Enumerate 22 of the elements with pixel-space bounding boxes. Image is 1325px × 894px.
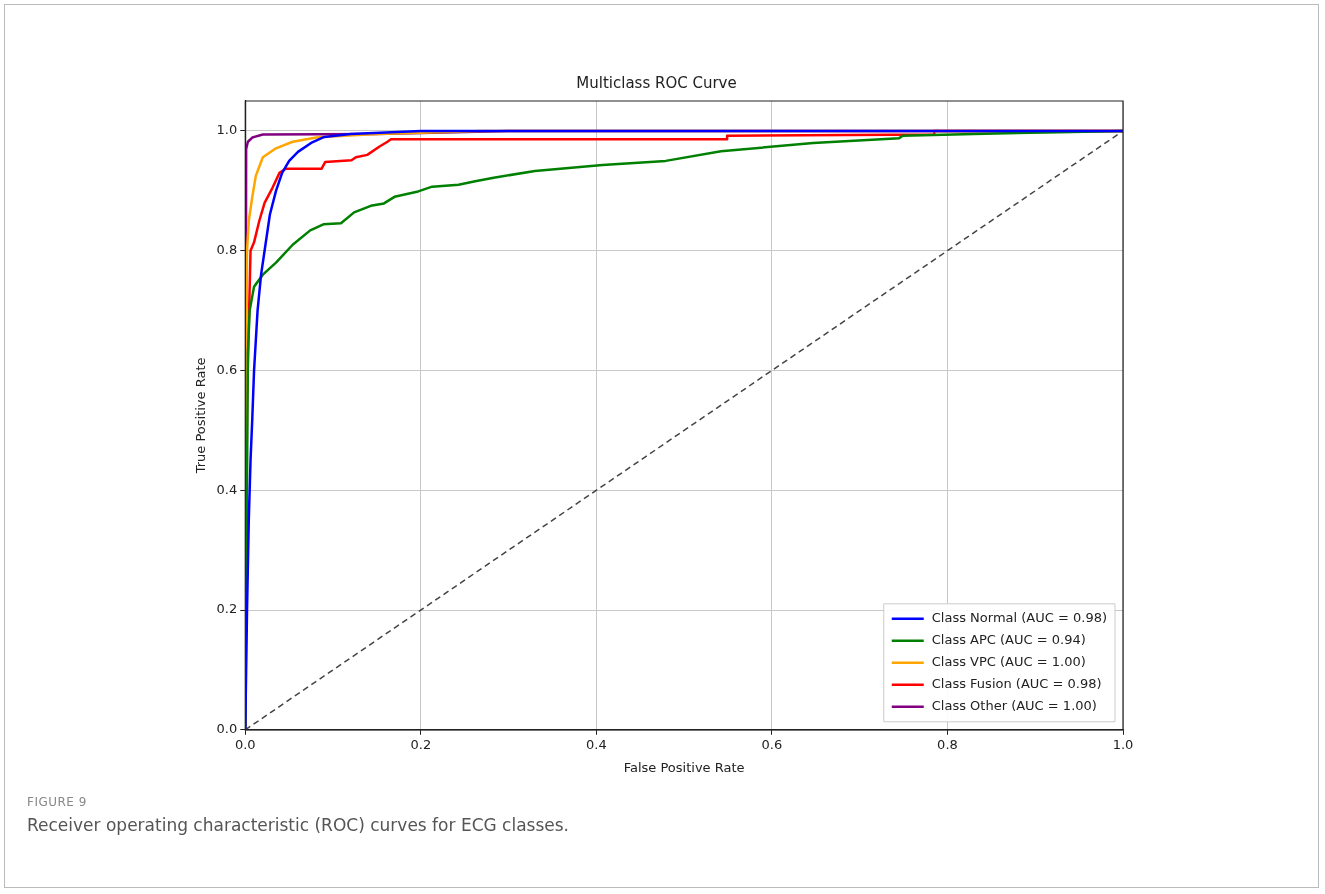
y-tick-label: 0.6 xyxy=(216,361,238,377)
y-tick-label: 0.0 xyxy=(216,721,238,737)
x-tick-label: 0.0 xyxy=(234,736,256,752)
y-tick-label: 0.8 xyxy=(216,242,238,258)
x-tick-label: 0.4 xyxy=(586,736,607,752)
legend-label: Class VPC (AUC = 1.00) xyxy=(931,654,1086,670)
y-tick-label: 0.4 xyxy=(216,481,238,497)
y-tick-label: 1.0 xyxy=(216,122,238,138)
legend-label: Class Other (AUC = 1.00) xyxy=(931,698,1097,714)
text: Receiver operating characteristic (ROC) curves for ECG classes. xyxy=(27,815,569,835)
legend-label: Class Normal (AUC = 0.98) xyxy=(931,610,1107,626)
x-tick-label: 0.8 xyxy=(937,736,958,752)
legend-label: Class APC (AUC = 0.94) xyxy=(931,632,1086,648)
legend-label: Class Fusion (AUC = 0.98) xyxy=(931,676,1102,692)
x-tick-label: 0.2 xyxy=(410,736,432,752)
y-tick-label: 0.2 xyxy=(216,601,238,617)
x-axis-title: False Positive Rate xyxy=(623,759,745,775)
x-tick-label: 1.0 xyxy=(1112,736,1134,752)
chart-title: Multiclass ROC Curve xyxy=(576,73,737,92)
caption: FIGURE 9 xyxy=(27,795,88,809)
x-tick-label: 0.6 xyxy=(761,736,783,752)
y-axis-title: True Positive Rate xyxy=(193,357,209,475)
